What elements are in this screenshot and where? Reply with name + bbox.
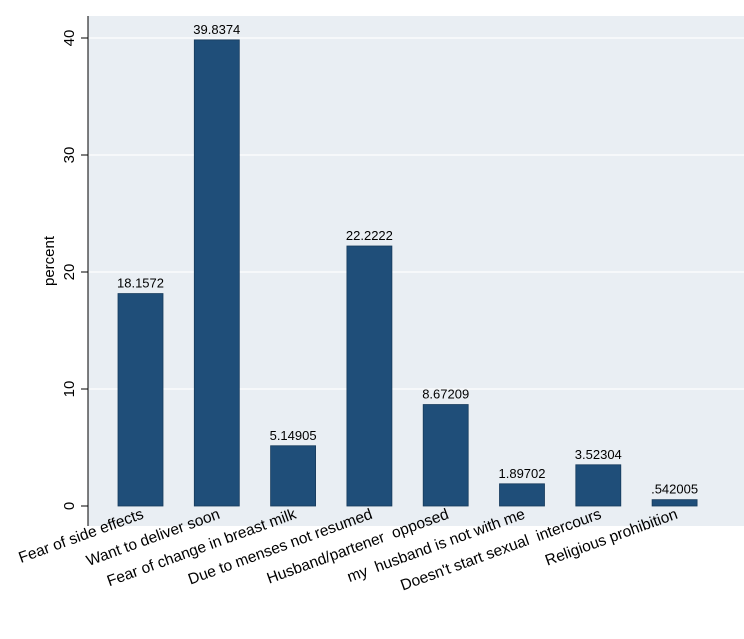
bar bbox=[575, 464, 622, 507]
bar bbox=[422, 404, 469, 507]
y-tick-label: 30 bbox=[61, 147, 78, 164]
y-tick-label: 40 bbox=[61, 30, 78, 47]
data-label: 8.67209 bbox=[422, 387, 469, 402]
bar bbox=[193, 39, 240, 507]
y-tick-label: 10 bbox=[61, 381, 78, 398]
category-label: Fear of side effects bbox=[16, 506, 146, 567]
data-label: 39.8374 bbox=[193, 22, 240, 37]
plot-background bbox=[88, 16, 744, 526]
bar bbox=[651, 499, 698, 507]
bar bbox=[346, 245, 393, 507]
data-labels: 18.1572 39.8374 5.14905 22.2222 8.67209 1.897… bbox=[117, 22, 698, 497]
data-label: 3.52304 bbox=[575, 447, 622, 462]
data-label: 5.14905 bbox=[270, 428, 317, 443]
data-label: 18.1572 bbox=[117, 276, 164, 291]
bar bbox=[270, 445, 317, 507]
y-ticks: 0 10 20 30 40 bbox=[61, 30, 88, 510]
bar bbox=[117, 293, 164, 507]
data-label: 22.2222 bbox=[346, 228, 393, 243]
data-label: .542005 bbox=[651, 482, 698, 497]
y-axis-label: percent bbox=[41, 235, 58, 286]
bars bbox=[117, 39, 698, 507]
bar bbox=[499, 483, 545, 507]
data-label: 1.89702 bbox=[499, 466, 546, 481]
y-tick-label: 0 bbox=[61, 502, 78, 510]
y-tick-label: 20 bbox=[61, 264, 78, 281]
